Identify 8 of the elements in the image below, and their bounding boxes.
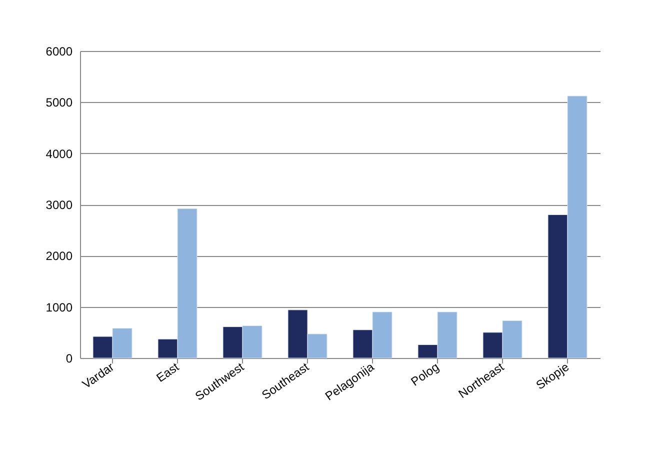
y-tick-label: 3000 — [46, 198, 73, 212]
y-tick-label: 1000 — [46, 300, 73, 314]
x-tick-label: East — [154, 359, 182, 386]
y-tick-label: 0 — [66, 352, 73, 366]
y-tick-label: 5000 — [46, 96, 73, 110]
y-tick-label: 6000 — [46, 44, 73, 58]
y-tick-label: 4000 — [46, 146, 73, 161]
y-tick-label: 2000 — [46, 249, 73, 264]
